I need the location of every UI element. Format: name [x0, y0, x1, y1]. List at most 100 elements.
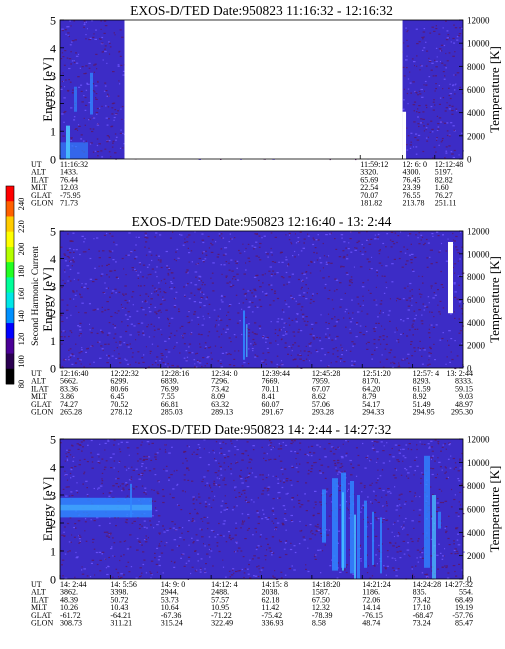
enhanced-streak	[243, 310, 245, 360]
noise-speck	[291, 465, 293, 467]
noise-speck	[298, 294, 301, 296]
noise-speck	[125, 469, 128, 471]
noise-speck	[456, 110, 458, 112]
noise-speck	[267, 494, 270, 496]
noise-speck	[248, 329, 251, 331]
noise-speck	[427, 443, 430, 445]
noise-speck	[186, 467, 189, 469]
noise-speck	[111, 290, 115, 292]
noise-speck	[77, 76, 80, 78]
noise-speck	[141, 276, 144, 278]
noise-speck	[62, 72, 64, 74]
noise-speck	[436, 502, 439, 504]
noise-speck	[179, 536, 182, 539]
noise-speck	[442, 555, 445, 557]
noise-speck	[453, 498, 456, 501]
noise-speck	[201, 324, 204, 326]
noise-speck	[419, 340, 421, 342]
noise-speck	[297, 241, 300, 243]
noise-speck	[104, 282, 106, 284]
noise-speck	[88, 119, 90, 121]
noise-speck	[190, 572, 192, 575]
noise-speck	[106, 573, 109, 576]
noise-speck	[71, 240, 74, 242]
noise-speck	[302, 318, 304, 320]
noise-speck	[167, 319, 169, 321]
noise-speck	[325, 491, 328, 493]
noise-speck	[259, 305, 263, 308]
orbit-cell: 63.32	[211, 400, 229, 409]
noise-speck	[406, 335, 409, 337]
noise-speck	[151, 343, 154, 345]
noise-speck	[335, 279, 339, 281]
colorbar-segment	[6, 246, 14, 263]
noise-speck	[144, 299, 147, 301]
noise-speck	[64, 50, 67, 52]
noise-speck	[193, 313, 196, 315]
noise-speck	[110, 534, 112, 536]
noise-speck	[146, 527, 148, 529]
noise-speck	[215, 241, 217, 243]
noise-speck	[139, 576, 141, 578]
orbit-cell: 8.92	[413, 392, 427, 401]
noise-speck	[203, 293, 205, 295]
noise-speck	[296, 494, 299, 496]
noise-speck	[265, 538, 268, 540]
noise-speck	[120, 441, 123, 443]
noise-speck	[204, 571, 207, 574]
orbit-cell: 62.18	[262, 595, 280, 604]
noise-speck	[371, 440, 374, 442]
noise-speck	[168, 268, 170, 270]
noise-speck	[247, 363, 250, 365]
noise-speck	[84, 96, 87, 99]
noise-speck	[256, 355, 259, 357]
noise-speck	[432, 101, 435, 103]
noise-speck	[139, 524, 141, 526]
noise-speck	[125, 482, 128, 484]
noise-speck	[300, 350, 302, 352]
noise-speck	[450, 122, 453, 124]
noise-speck	[359, 482, 363, 484]
noise-speck	[445, 250, 448, 252]
noise-speck	[269, 266, 272, 268]
noise-speck	[165, 282, 167, 284]
noise-speck	[91, 456, 94, 458]
noise-speck	[330, 232, 332, 234]
noise-speck	[108, 41, 110, 43]
orbit-cell: 14:18:20	[312, 580, 340, 589]
noise-speck	[84, 104, 88, 106]
noise-speck	[303, 350, 306, 352]
noise-speck	[235, 541, 238, 543]
noise-speck	[265, 341, 267, 343]
enhanced-streak	[438, 511, 441, 529]
noise-speck	[236, 260, 239, 262]
noise-speck	[342, 443, 344, 445]
noise-speck	[455, 512, 458, 514]
noise-speck	[194, 363, 196, 365]
noise-speck	[78, 534, 81, 536]
noise-speck	[108, 256, 111, 259]
noise-speck	[197, 444, 200, 446]
noise-speck	[228, 531, 230, 533]
noise-speck	[208, 497, 211, 499]
noise-speck	[416, 43, 419, 45]
noise-speck	[73, 536, 76, 538]
noise-speck	[374, 234, 376, 236]
noise-speck	[425, 129, 427, 131]
noise-speck	[146, 266, 149, 268]
noise-speck	[443, 44, 446, 47]
enhanced-streak	[424, 455, 430, 568]
noise-speck	[119, 83, 121, 85]
noise-speck	[287, 265, 289, 267]
y2-tick-label: 10000	[467, 39, 490, 49]
noise-speck	[102, 291, 105, 294]
noise-speck	[403, 88, 405, 90]
noise-speck	[299, 449, 301, 451]
noise-speck	[237, 547, 241, 549]
noise-speck	[381, 325, 383, 327]
noise-speck	[339, 472, 342, 474]
noise-speck	[70, 314, 72, 316]
noise-speck	[224, 495, 226, 497]
noise-speck	[94, 85, 98, 87]
noise-speck	[291, 273, 294, 275]
